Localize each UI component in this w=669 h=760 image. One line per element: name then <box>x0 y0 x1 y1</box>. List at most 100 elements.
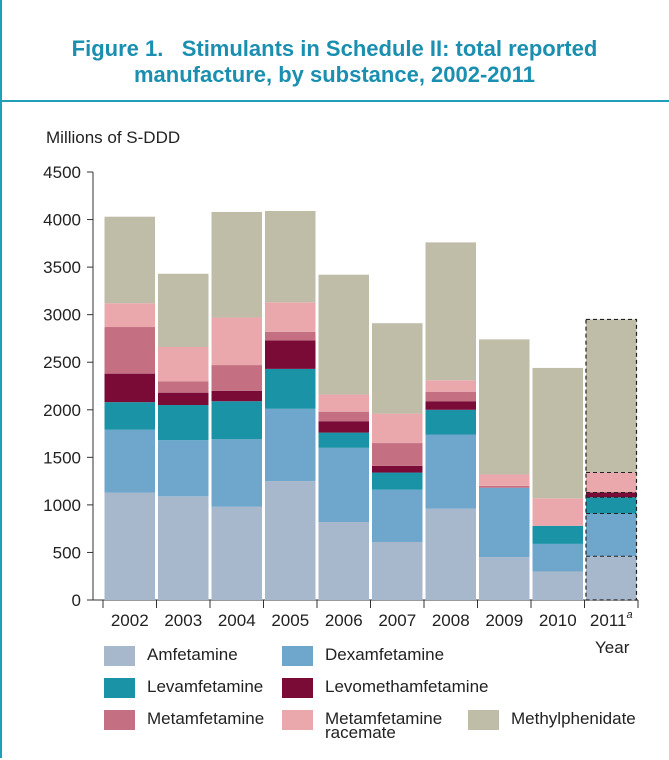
x-tick-label: 2003 <box>164 611 202 630</box>
bar-segment <box>586 492 637 498</box>
legend-item: Dexamfetamine <box>282 645 444 666</box>
legend-item: Levomethamfetamine <box>282 677 488 698</box>
bar-segment <box>318 394 369 412</box>
bar-segment <box>211 401 262 440</box>
legend-swatch <box>468 710 499 730</box>
x-tick-label: 2011a <box>590 609 633 630</box>
bar-segment <box>372 465 423 473</box>
bar-segment <box>104 303 155 328</box>
figure-title: Figure 1. Stimulants in Schedule II: tot… <box>0 36 669 88</box>
bar-segment <box>479 474 530 486</box>
bar-segment <box>532 543 583 572</box>
y-tick-label: 1000 <box>43 496 81 515</box>
bar-segment <box>372 413 423 444</box>
bar-segment <box>479 485 530 488</box>
bar-segment <box>586 513 637 557</box>
x-tick-label: 2008 <box>432 611 470 630</box>
bar-segment <box>425 401 476 410</box>
legend-item: Methylphenidate <box>468 709 636 730</box>
y-tick-label: 4000 <box>43 211 81 230</box>
x-tick-label: 2009 <box>485 611 523 630</box>
legend-label: Metamfetamine racemate <box>325 709 443 742</box>
x-tick-label: 2006 <box>325 611 363 630</box>
x-tick-label: 2002 <box>111 611 149 630</box>
bar-segment <box>158 273 209 348</box>
bar-segment <box>586 556 637 600</box>
bar-segment <box>425 508 476 600</box>
legend-swatch <box>282 646 313 666</box>
y-tick-label: 4500 <box>43 163 81 182</box>
legend-swatch <box>282 678 313 698</box>
bar-segment <box>104 492 155 600</box>
bar-segment <box>211 211 262 318</box>
bar-segment <box>211 506 262 600</box>
legend-item: Metamfetamine <box>104 709 264 730</box>
bar-segment <box>318 432 369 448</box>
bar-segment <box>158 496 209 600</box>
legend-label: Levamfetamine <box>147 677 264 696</box>
x-tick-label: 2005 <box>271 611 309 630</box>
bar-segment <box>425 242 476 381</box>
bar-segment <box>372 443 423 466</box>
bar-segment <box>104 402 155 430</box>
legend-label: Levomethamfetamine <box>325 677 489 696</box>
y-tick-label: 2000 <box>43 401 81 420</box>
bar-segment <box>158 405 209 441</box>
y-tick-label: 0 <box>72 591 81 610</box>
bar-segment <box>318 447 369 523</box>
bar-segment <box>479 339 530 475</box>
legend-label: Dexamfetamine <box>325 645 445 664</box>
legend-swatch <box>282 710 313 730</box>
bar-segment <box>265 481 316 600</box>
bar-segment <box>318 274 369 395</box>
y-tick-label: 2500 <box>43 353 81 372</box>
bar-segment <box>586 472 637 493</box>
bar-segment <box>425 391 476 402</box>
bar-segment <box>372 489 423 542</box>
legend: Amfetamine Dexamfetamine Levamfetamine Levo… <box>104 645 664 745</box>
bar-segment <box>211 317 262 366</box>
bar-segment <box>372 323 423 414</box>
bar-segment <box>318 411 369 422</box>
bar-segment <box>104 429 155 493</box>
bar-segment <box>586 319 637 473</box>
bar-segment <box>372 541 423 600</box>
bar-segment <box>532 525 583 544</box>
legend-label: Metamfetamine <box>147 709 265 728</box>
bar-segment <box>211 390 262 402</box>
bar-segment <box>158 392 209 406</box>
bar-segment <box>158 440 209 497</box>
bar-segment <box>425 380 476 392</box>
bar-segment <box>265 210 316 303</box>
stacked-bar-chart: 0 500 1000 1500 2000 2500 3000 3500 4000 4500 2002… <box>43 163 639 630</box>
bar-segment <box>104 373 155 403</box>
legend-swatch <box>104 710 135 730</box>
bar-segment <box>425 409 476 435</box>
bar-segment <box>265 302 316 332</box>
legend-item: Levamfetamine <box>104 677 263 698</box>
x-axis-label: Year <box>595 638 630 657</box>
bar-segment <box>265 331 316 341</box>
bar-segment <box>318 522 369 600</box>
bar-segment <box>158 347 209 382</box>
legend-item: Metamfetamine racemate <box>282 709 443 742</box>
bar-segment <box>479 557 530 600</box>
y-axis-label: Millions of S-DDD <box>46 128 181 147</box>
estimate-outline <box>585 318 638 601</box>
bar-segment <box>265 408 316 482</box>
legend-item: Amfetamine <box>104 645 238 666</box>
bar-segment <box>158 381 209 393</box>
figure-title-line-2: manufacture, by substance, 2002-2011 <box>133 62 536 87</box>
bar-segment <box>104 327 155 374</box>
legend-swatch <box>104 678 135 698</box>
bar-segment <box>425 434 476 509</box>
bar-segment <box>318 421 369 433</box>
legend-label: Methylphenidate <box>511 709 636 728</box>
y-tick-label: 3000 <box>43 306 81 325</box>
bar-segment <box>211 439 262 507</box>
bar-segment <box>211 365 262 391</box>
x-tick-label: 2007 <box>378 611 416 630</box>
bar-segment <box>104 216 155 304</box>
bar-segment <box>479 487 530 558</box>
